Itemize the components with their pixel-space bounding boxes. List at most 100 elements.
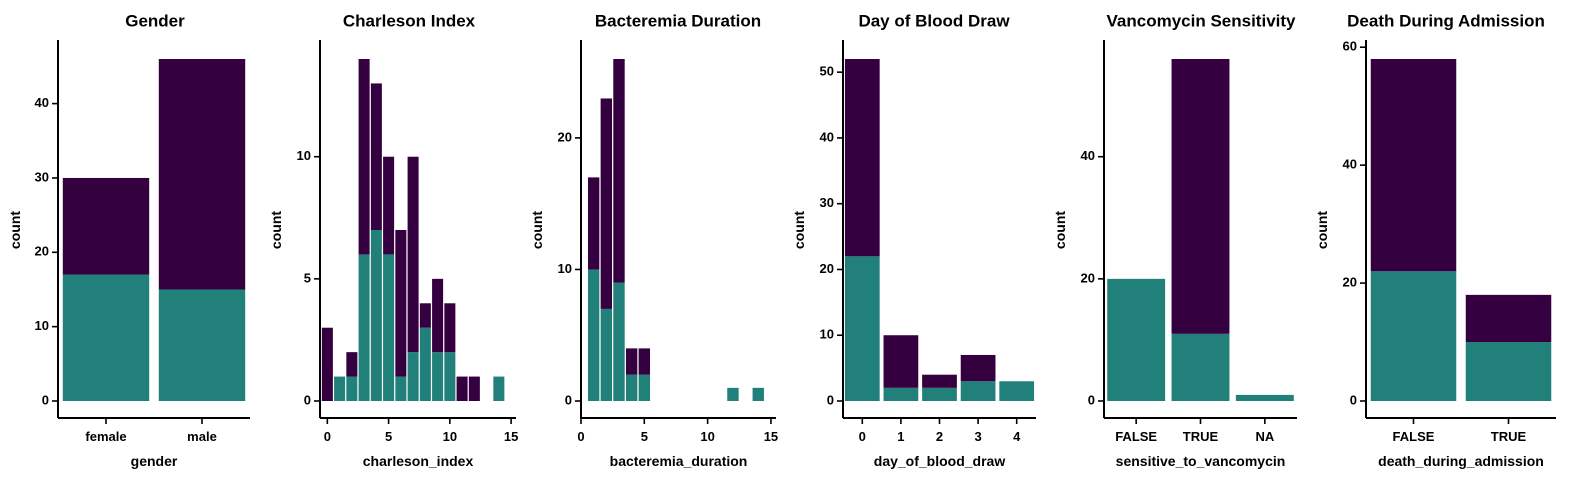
bar <box>395 230 407 377</box>
bar <box>432 278 444 353</box>
x-tick-label: 15 <box>764 429 778 444</box>
x-tick-label: 0 <box>324 429 331 444</box>
bar <box>638 374 651 401</box>
x-tick-label: FALSE <box>1393 429 1435 444</box>
x-tick-label: 4 <box>1013 429 1021 444</box>
x-axis-label: gender <box>131 453 178 469</box>
panel-2: Charleson Index charleson_index count 0 5 10 0… <box>268 11 518 469</box>
bar <box>407 352 419 401</box>
bar <box>922 387 957 401</box>
bar <box>444 352 456 401</box>
bar <box>62 177 150 275</box>
y-axis-label: count <box>791 211 807 249</box>
x-tick-label: NA <box>1255 429 1274 444</box>
y-tick-label: 40 <box>1343 157 1357 172</box>
bar <box>158 289 246 401</box>
x-axis-label: death_during_admission <box>1378 453 1544 469</box>
x-tick-label: 10 <box>443 429 457 444</box>
bar <box>321 327 333 401</box>
bar <box>625 348 638 375</box>
panel-3: Bacteremia Duration bacteremia_duration co… <box>529 11 778 469</box>
y-tick-label: 10 <box>297 148 311 163</box>
x-tick-label: 5 <box>641 429 648 444</box>
bar <box>334 376 346 401</box>
bar <box>844 59 880 257</box>
bar <box>444 303 456 353</box>
y-tick-label: 40 <box>1081 148 1095 163</box>
bar <box>999 381 1035 401</box>
panel-title: Vancomycin Sensitivity <box>1107 11 1297 30</box>
bar <box>158 59 246 290</box>
x-tick-label: 10 <box>700 429 714 444</box>
panel-title: Bacteremia Duration <box>595 11 761 30</box>
x-tick-label: male <box>187 429 217 444</box>
bar <box>613 282 625 401</box>
bar <box>844 256 880 401</box>
y-tick-label: 0 <box>304 392 311 407</box>
bar <box>600 98 613 309</box>
x-tick-label: 15 <box>504 429 518 444</box>
y-tick-label: 40 <box>35 95 49 110</box>
bar <box>600 308 613 401</box>
bar <box>419 327 431 401</box>
x-tick-label: 0 <box>859 429 866 444</box>
bar <box>62 274 150 401</box>
bar <box>960 354 996 382</box>
panel-6: Death During Admission death_during_admis… <box>1314 11 1556 469</box>
bar <box>383 254 395 401</box>
bar <box>752 387 764 401</box>
bar <box>1171 333 1230 401</box>
bar <box>883 387 919 401</box>
x-tick-label: 0 <box>577 429 584 444</box>
x-tick-label: 5 <box>385 429 392 444</box>
x-tick-label: TRUE <box>1183 429 1219 444</box>
y-tick-label: 20 <box>1343 275 1357 290</box>
y-tick-label: 20 <box>820 261 834 276</box>
bar <box>960 381 996 401</box>
y-tick-label: 50 <box>820 64 834 79</box>
y-tick-label: 10 <box>35 318 49 333</box>
x-tick-label: female <box>85 429 126 444</box>
y-tick-label: 40 <box>820 129 834 144</box>
x-tick-label: TRUE <box>1491 429 1527 444</box>
panel-title: Death During Admission <box>1347 11 1545 30</box>
panel-4: Day of Blood Draw day_of_blood_draw count 0… <box>791 11 1036 469</box>
bar <box>395 376 407 401</box>
bar <box>613 59 625 283</box>
bar <box>587 177 600 270</box>
y-tick-label: 0 <box>565 392 572 407</box>
bar <box>625 374 638 401</box>
bar <box>468 376 480 401</box>
y-tick-label: 0 <box>42 392 49 407</box>
y-tick-label: 0 <box>827 392 834 407</box>
y-tick-label: 30 <box>820 195 834 210</box>
y-tick-label: 20 <box>35 244 49 259</box>
bar <box>493 376 505 401</box>
bar <box>346 352 358 377</box>
bar <box>370 230 382 401</box>
x-tick-label: 3 <box>974 429 981 444</box>
x-axis-label: day_of_blood_draw <box>874 453 1006 469</box>
bar <box>1370 59 1457 272</box>
bar <box>346 376 358 401</box>
y-tick-label: 30 <box>35 169 49 184</box>
bar <box>1107 278 1166 401</box>
y-axis-label: count <box>1314 211 1330 249</box>
panel-title: Day of Blood Draw <box>858 11 1010 30</box>
bar <box>1465 294 1552 343</box>
bar <box>407 156 419 353</box>
y-axis-label: count <box>7 211 23 249</box>
y-tick-label: 60 <box>1343 39 1357 54</box>
bar <box>1370 271 1457 401</box>
y-tick-label: 5 <box>304 270 311 285</box>
panel-title: Gender <box>125 11 185 30</box>
bar <box>587 269 600 401</box>
bar <box>727 387 739 401</box>
bar <box>432 352 444 401</box>
bar <box>1465 342 1552 401</box>
y-tick-label: 20 <box>1081 270 1095 285</box>
y-axis-label: count <box>268 211 284 249</box>
bar <box>419 303 431 328</box>
bar <box>383 156 395 255</box>
